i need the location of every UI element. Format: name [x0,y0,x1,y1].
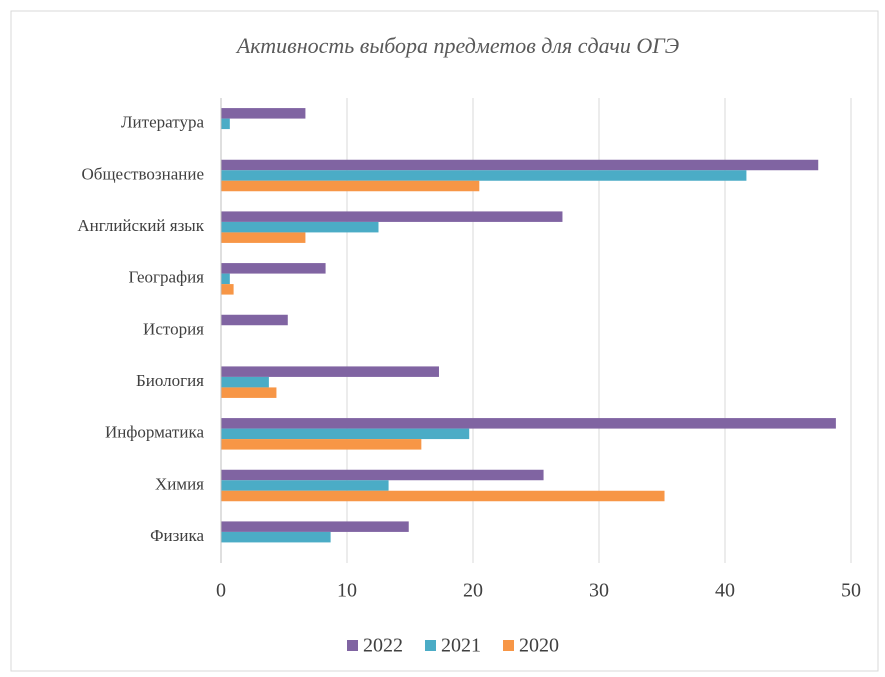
bar [221,108,306,119]
bar [221,387,277,398]
y-tick-label: Биология [136,371,204,390]
bar [221,273,230,285]
bar [221,221,379,233]
legend-label: 2020 [519,635,559,657]
bar [221,439,422,450]
legend-label: 2022 [363,635,403,657]
y-tick-label: Информатика [105,423,204,442]
bar [221,521,409,532]
bar [221,232,306,243]
y-tick-label: География [128,268,204,287]
bar [221,314,288,326]
y-tick-label: Литература [121,113,204,132]
y-tick-label: Физика [150,526,204,545]
y-tick-label: Химия [155,474,204,493]
x-tick-label: 20 [463,580,483,602]
bar [221,180,480,192]
x-tick-label: 30 [589,580,609,602]
chart-border [10,10,879,672]
x-tick-label: 40 [715,580,735,602]
y-tick-label: Английский язык [77,216,204,235]
bar [221,118,230,130]
x-tick-label: 10 [337,580,357,602]
x-tick-label: 0 [216,580,226,602]
bar [221,376,269,388]
bar [221,366,439,377]
bar [221,211,563,222]
bar [221,469,544,481]
bar [221,490,665,502]
bar [221,428,470,440]
bar [221,480,389,491]
y-tick-label: История [143,319,204,338]
legend-swatch [347,640,358,651]
legend-swatch [503,640,514,651]
bar [221,170,747,181]
legend-swatch [425,640,436,651]
y-tick-label: Обществознание [82,164,204,183]
bar [221,159,819,171]
x-tick-label: 50 [841,580,861,602]
bar [221,418,836,429]
bar [221,263,326,274]
bar [221,284,234,295]
chart-title: Активность выбора предметов для сдачи ОГ… [235,33,679,58]
bar [221,531,331,543]
legend-label: 2021 [441,635,481,657]
